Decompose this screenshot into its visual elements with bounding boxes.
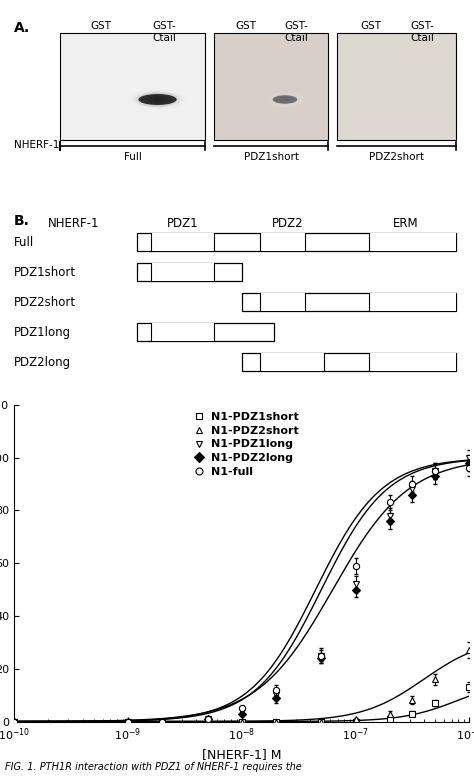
Ellipse shape (268, 93, 302, 106)
Bar (242, 293, 456, 311)
Ellipse shape (283, 98, 287, 101)
Bar (242, 353, 456, 371)
Ellipse shape (136, 92, 179, 107)
Bar (151, 233, 214, 251)
Text: Full: Full (14, 236, 35, 249)
Ellipse shape (134, 91, 182, 108)
Legend: N1-PDZ1short, N1-PDZ2short, N1-PDZ1long, N1-PDZ2long, N1-full: N1-PDZ1short, N1-PDZ2short, N1-PDZ1long,… (188, 407, 304, 482)
Text: PDZ2short: PDZ2short (14, 296, 76, 309)
Text: Full: Full (124, 152, 141, 162)
Ellipse shape (146, 96, 169, 103)
Ellipse shape (271, 94, 299, 105)
Bar (137, 263, 242, 282)
Ellipse shape (141, 94, 174, 105)
Bar (151, 323, 214, 342)
Ellipse shape (128, 90, 187, 109)
Text: PDZ2short: PDZ2short (369, 152, 424, 162)
Bar (369, 233, 456, 251)
Text: GST: GST (360, 21, 381, 31)
Text: NHERF-1: NHERF-1 (47, 217, 99, 230)
Text: B.: B. (14, 214, 30, 228)
Ellipse shape (280, 98, 291, 101)
Text: A.: A. (14, 21, 30, 35)
Ellipse shape (270, 94, 301, 106)
Text: PDZ1: PDZ1 (167, 217, 199, 230)
Bar (214, 33, 328, 140)
Text: PDZ2long: PDZ2long (14, 356, 72, 369)
Ellipse shape (131, 90, 184, 108)
Bar (260, 293, 305, 311)
Ellipse shape (266, 92, 304, 107)
Ellipse shape (276, 96, 294, 103)
Ellipse shape (273, 95, 297, 104)
Bar (137, 323, 273, 342)
Text: ERM: ERM (393, 217, 419, 230)
Bar (260, 233, 305, 251)
Ellipse shape (281, 98, 289, 101)
Ellipse shape (138, 94, 177, 105)
Ellipse shape (139, 93, 176, 106)
Bar (369, 353, 456, 371)
Bar (260, 353, 324, 371)
Ellipse shape (274, 95, 295, 104)
Ellipse shape (144, 95, 171, 104)
Text: GST-
Ctail: GST- Ctail (410, 21, 434, 43)
Bar (151, 263, 214, 282)
X-axis label: [NHERF-1] M: [NHERF-1] M (202, 749, 282, 761)
Text: PDZ2: PDZ2 (272, 217, 303, 230)
Text: GST: GST (90, 21, 111, 31)
Text: GST-
Ctail: GST- Ctail (284, 21, 308, 43)
Text: FIG. 1. PTH1R interaction with PDZ1 of NHERF-1 requires the: FIG. 1. PTH1R interaction with PDZ1 of N… (5, 762, 301, 772)
Ellipse shape (273, 94, 297, 105)
Bar (60, 33, 205, 140)
Text: PDZ1long: PDZ1long (14, 326, 72, 339)
Bar (337, 33, 456, 140)
Ellipse shape (155, 98, 161, 101)
Bar (137, 233, 456, 251)
Bar (369, 293, 456, 311)
Text: NHERF-1: NHERF-1 (14, 140, 60, 150)
Ellipse shape (152, 98, 164, 101)
Text: PDZ1short: PDZ1short (14, 266, 76, 278)
Text: GST-
Ctail: GST- Ctail (153, 21, 176, 43)
Ellipse shape (149, 97, 166, 102)
Ellipse shape (278, 97, 292, 102)
Text: GST: GST (236, 21, 257, 31)
Text: PDZ1short: PDZ1short (244, 152, 299, 162)
